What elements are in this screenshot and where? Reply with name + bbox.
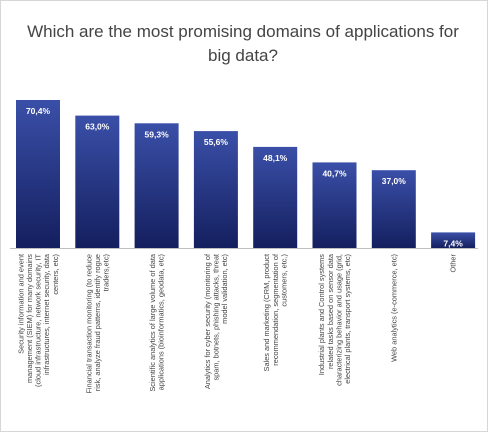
category-label: Security information and eventmanagement… — [16, 253, 59, 387]
bar — [16, 100, 60, 248]
data-labels-group: 70,4% 63,0% 59,3% 55,6% 48,1% 40,7% 37,0% 7,4% — [26, 106, 463, 248]
data-label: 59,3% — [145, 129, 170, 139]
data-label: 63,0% — [85, 122, 110, 132]
category-labels-group: Security information and eventmanagement… — [16, 253, 457, 394]
bar — [193, 131, 238, 248]
category-label-line: electrical plants, transport systems, et… — [343, 254, 352, 384]
category-label-line: Sales and marketing (CRM, product — [262, 254, 271, 371]
data-label: 55,6% — [204, 137, 229, 147]
category-label-line: (cloud infrastructure, network security,… — [34, 254, 43, 387]
category-label: Other — [449, 253, 458, 272]
bar — [431, 232, 476, 248]
data-label: 40,7% — [322, 168, 347, 178]
category-label-line: recommendation, segmentation of — [271, 253, 280, 366]
category-label-line: applications (bioinformatics, geodata, e… — [157, 254, 166, 390]
bar — [253, 146, 298, 248]
category-label-line: model validation, etc) — [220, 254, 229, 324]
data-label: 7,4% — [443, 238, 463, 248]
category-label-line: spam, botnets, phishing attacks, threat — [212, 254, 221, 381]
data-label: 48,1% — [263, 153, 288, 163]
category-label: Web analytics (e-commerce, etc) — [389, 254, 398, 362]
chart-title: Which are the most promising domains of … — [27, 22, 459, 65]
bars-group — [10, 100, 478, 249]
category-label-line: infrastructures, internet security, data — [42, 253, 51, 375]
category-label: Sales and marketing (CRM, productrecomme… — [262, 253, 288, 371]
category-label-line: Web analytics (e-commerce, etc) — [389, 254, 398, 362]
category-label-line: risk, analyze fraud patterns, identify r… — [93, 254, 102, 391]
category-label-line: characterizing behavior and usage (grid, — [334, 254, 343, 386]
category-label-line: management (SIEM) for many domains — [25, 254, 34, 383]
category-label-line: traders,etc) — [102, 254, 111, 291]
category-label-line: Other — [449, 253, 458, 272]
category-label-line: related tasks based on sensor data — [326, 253, 335, 369]
data-label: 37,0% — [382, 176, 407, 186]
category-label-line: centers, etc) — [51, 254, 60, 295]
category-label-line: Scientific analytics of large volume of … — [148, 253, 157, 392]
bar — [75, 115, 120, 248]
category-label-line: Security information and event — [16, 254, 25, 354]
data-label: 70,4% — [26, 106, 51, 116]
category-label-line: Financial transaction monitoring (to red… — [84, 254, 93, 394]
category-label-line: Analytics for cyber security (monitoring… — [203, 253, 212, 389]
category-label: Industrial plants and Control systemsrel… — [317, 253, 352, 386]
category-label: Financial transaction monitoring (to red… — [84, 254, 110, 394]
category-label: Analytics for cyber security (monitoring… — [203, 253, 229, 389]
category-label-line: customers, etc.) — [279, 254, 288, 307]
bar — [312, 162, 357, 248]
category-label: Scientific analytics of large volume of … — [148, 253, 166, 392]
bar — [134, 123, 179, 248]
category-label-line: Industrial plants and Control systems — [317, 254, 326, 375]
bar — [371, 170, 416, 248]
